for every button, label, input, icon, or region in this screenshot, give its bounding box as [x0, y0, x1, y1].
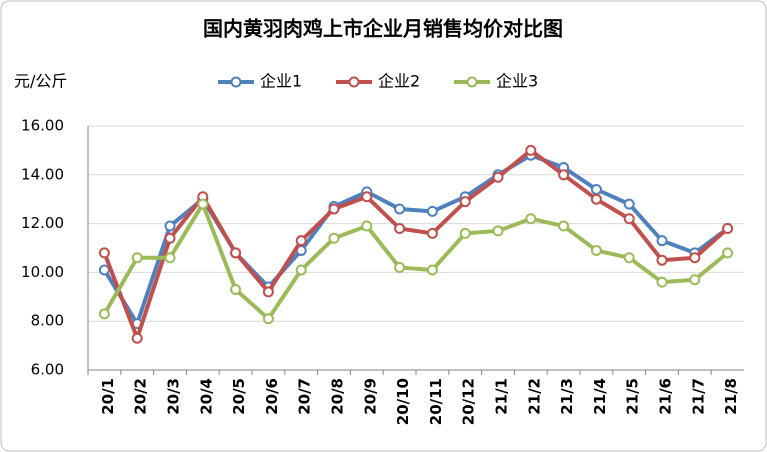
x-tick-label: 20/5 [230, 378, 248, 415]
x-tick-label: 20/6 [263, 378, 281, 415]
x-tick-label: 21/4 [591, 378, 609, 415]
series-line [102, 148, 729, 341]
x-tick-label: 20/12 [460, 378, 478, 425]
x-tick-label: 20/2 [132, 378, 150, 415]
data-point [558, 220, 570, 232]
y-tick-label: 6.00 [31, 361, 64, 379]
legend-label: 企业3 [496, 72, 538, 91]
x-tick-label: 21/8 [722, 378, 740, 415]
x-tick-label: 21/1 [493, 378, 511, 415]
data-point [131, 332, 143, 344]
data-point [361, 220, 373, 232]
data-point [98, 264, 110, 276]
y-tick-label: 12.00 [21, 214, 64, 232]
x-tick-label: 20/7 [296, 378, 314, 415]
data-point [361, 191, 373, 203]
y-tick-label: 14.00 [21, 165, 64, 183]
x-tick-label: 21/2 [525, 378, 543, 415]
data-point [394, 262, 406, 274]
y-tick-label: 10.00 [21, 263, 64, 281]
data-point [164, 220, 176, 232]
legend-label: 企业1 [260, 72, 302, 91]
data-point [623, 198, 635, 210]
legend-marker [348, 76, 360, 88]
data-point [295, 264, 307, 276]
data-point [722, 222, 734, 234]
data-point [98, 247, 110, 259]
legend-label: 企业2 [378, 72, 420, 91]
x-tick-label: 20/1 [99, 378, 117, 415]
data-point [623, 213, 635, 225]
data-point [492, 225, 504, 237]
data-point [394, 203, 406, 215]
data-point [131, 252, 143, 264]
data-point [164, 252, 176, 264]
legend-marker [230, 76, 242, 88]
x-tick-label: 20/3 [165, 378, 183, 415]
data-point [656, 276, 668, 288]
data-point [230, 283, 242, 295]
data-point [262, 286, 274, 298]
data-point [98, 308, 110, 320]
data-point [656, 254, 668, 266]
x-tick-label: 20/8 [329, 378, 347, 415]
chart-title: 国内黄羽肉鸡上市企业月销售均价对比图 [203, 17, 563, 41]
data-point [590, 193, 602, 205]
data-point [623, 252, 635, 264]
y-tick-label: 16.00 [21, 117, 64, 135]
x-tick-label: 21/5 [624, 378, 642, 415]
data-point [590, 244, 602, 256]
data-point [328, 203, 340, 215]
data-point [689, 252, 701, 264]
data-point [558, 169, 570, 181]
x-tick-label: 20/4 [197, 378, 215, 415]
x-tick-label: 20/10 [394, 378, 412, 425]
data-point [295, 235, 307, 247]
y-axis-label: 元/公斤 [14, 72, 67, 91]
legend-marker [466, 76, 478, 88]
y-tick-label: 8.00 [31, 312, 64, 330]
data-point [492, 171, 504, 183]
data-point [197, 198, 209, 210]
data-point [525, 144, 537, 156]
x-tick-label: 20/11 [427, 378, 445, 425]
data-point [525, 213, 537, 225]
data-point [426, 205, 438, 217]
data-point [262, 313, 274, 325]
series-line [102, 202, 729, 321]
data-point [590, 183, 602, 195]
data-point [230, 247, 242, 259]
data-point [689, 274, 701, 286]
x-tick-label: 20/9 [361, 378, 379, 415]
data-point [459, 227, 471, 239]
data-point [426, 264, 438, 276]
data-point [459, 196, 471, 208]
data-point [164, 232, 176, 244]
x-tick-label: 21/7 [689, 378, 707, 415]
data-point [328, 232, 340, 244]
data-point [656, 235, 668, 247]
data-point [722, 247, 734, 259]
data-point [394, 222, 406, 234]
x-tick-label: 21/3 [558, 378, 576, 415]
x-tick-label: 21/6 [657, 378, 675, 415]
data-point [426, 227, 438, 239]
